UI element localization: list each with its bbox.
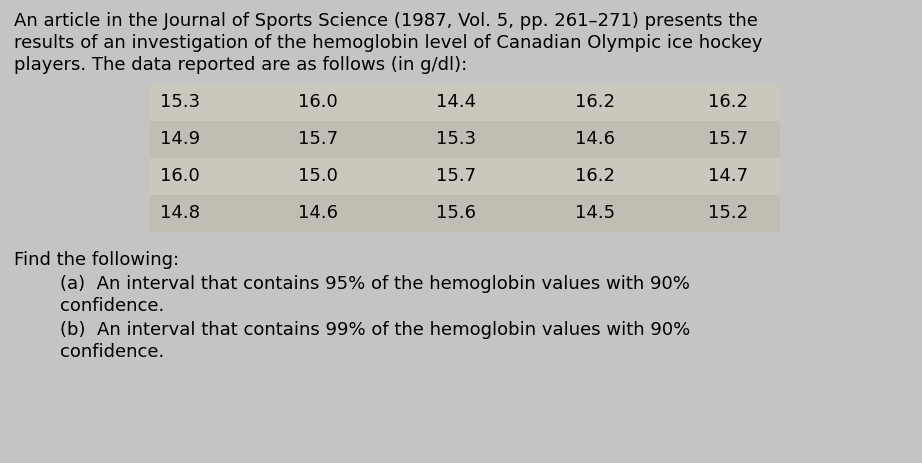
Text: results of an investigation of the hemoglobin level of Canadian Olympic ice hock: results of an investigation of the hemog…	[14, 34, 762, 52]
Bar	[150, 85, 780, 122]
Text: 15.6: 15.6	[436, 204, 477, 221]
Text: 15.3: 15.3	[436, 130, 477, 148]
Text: (a)  An interval that contains 95% of the hemoglobin values with 90%: (a) An interval that contains 95% of the…	[14, 275, 690, 292]
Text: 14.6: 14.6	[574, 130, 615, 148]
Text: An article in the Journal of Sports Science (1987, Vol. 5, pp. 261–271) presents: An article in the Journal of Sports Scie…	[14, 12, 758, 30]
Text: 16.2: 16.2	[574, 93, 615, 111]
Text: 15.0: 15.0	[298, 167, 338, 185]
Text: 16.0: 16.0	[298, 93, 338, 111]
Text: 15.3: 15.3	[160, 93, 200, 111]
Bar	[150, 195, 780, 232]
Text: 14.4: 14.4	[436, 93, 477, 111]
Text: Find the following:: Find the following:	[14, 250, 179, 269]
Text: 14.9: 14.9	[160, 130, 200, 148]
Bar	[150, 159, 780, 195]
Text: 16.0: 16.0	[160, 167, 200, 185]
Text: 14.8: 14.8	[160, 204, 200, 221]
Text: 14.5: 14.5	[574, 204, 615, 221]
Text: 15.7: 15.7	[436, 167, 477, 185]
Text: 16.2: 16.2	[574, 167, 615, 185]
Text: players. The data reported are as follows (in g/dl):: players. The data reported are as follow…	[14, 56, 467, 74]
Text: confidence.: confidence.	[14, 296, 164, 314]
Text: 15.7: 15.7	[298, 130, 338, 148]
Text: (b)  An interval that contains 99% of the hemoglobin values with 90%: (b) An interval that contains 99% of the…	[14, 320, 691, 338]
Bar	[150, 122, 780, 159]
Text: 14.6: 14.6	[298, 204, 338, 221]
Text: 14.7: 14.7	[708, 167, 749, 185]
Text: confidence.: confidence.	[14, 342, 164, 360]
Text: 15.7: 15.7	[708, 130, 749, 148]
Text: 15.2: 15.2	[708, 204, 749, 221]
Text: 16.2: 16.2	[708, 93, 749, 111]
